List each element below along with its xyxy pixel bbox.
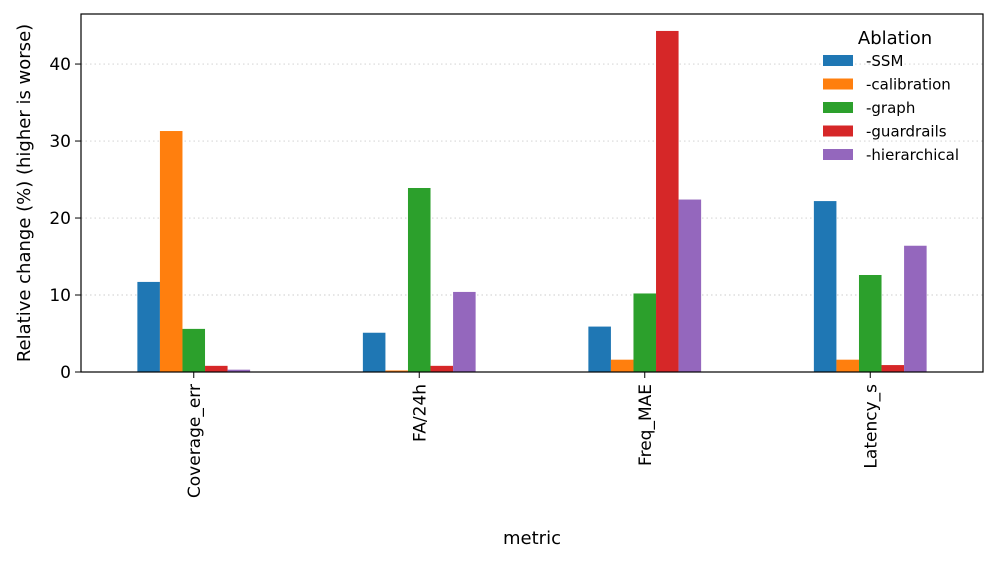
y-axis-label: Relative change (%) (higher is worse) — [14, 24, 35, 362]
bar-hierarchical-1 — [453, 291, 476, 372]
bar-SSM-0 — [137, 281, 160, 372]
bar-guardrails-1 — [430, 365, 454, 372]
x-tick-label: FA/24h — [410, 384, 430, 442]
x-tick-label: Latency_s — [861, 384, 881, 469]
legend-label: -hierarchical — [866, 146, 959, 164]
plot-frame — [80, 13, 984, 373]
bar-calibration-0 — [159, 131, 183, 372]
bar-graph-3 — [858, 274, 882, 372]
y-tick-label: 10 — [49, 286, 71, 306]
y-tick-label: 20 — [49, 209, 71, 229]
bar-hierarchical-3 — [904, 245, 927, 372]
bar-hierarchical-2 — [678, 199, 702, 372]
legend-label: -SSM — [866, 52, 903, 70]
legend-swatch — [823, 55, 853, 66]
legend-label: -graph — [866, 99, 915, 117]
legend-swatch — [823, 149, 853, 160]
bar-guardrails-3 — [881, 365, 905, 372]
x-tick-label: Freq_MAE — [636, 384, 656, 466]
bar-calibration-2 — [610, 359, 634, 372]
bar-graph-1 — [407, 187, 431, 372]
y-ticks: 0 10 20 30 40 — [49, 55, 81, 383]
y-tick-label: 0 — [60, 363, 71, 383]
bar-calibration-1 — [385, 370, 408, 372]
legend-swatch — [823, 78, 853, 90]
bars — [137, 30, 927, 373]
bar-guardrails-2 — [656, 30, 679, 373]
y-tick-label: 30 — [49, 132, 71, 152]
legend-title: Ablation — [858, 28, 932, 49]
legend: Ablation -SSM -calibration -graph -guardrai… — [823, 28, 959, 164]
legend-swatch — [823, 102, 853, 113]
legend-label: -guardrails — [866, 123, 947, 141]
bar-SSM-2 — [588, 326, 611, 372]
bar-hierarchical-0 — [227, 369, 251, 372]
x-tick-label: Coverage_err — [185, 384, 205, 498]
grid-lines — [81, 63, 983, 296]
legend-swatch — [823, 125, 853, 137]
bar-calibration-3 — [836, 359, 859, 372]
bar-guardrails-0 — [205, 365, 228, 372]
bar-graph-0 — [182, 328, 206, 372]
bar-SSM-3 — [813, 201, 837, 372]
x-axis-label: metric — [503, 528, 561, 549]
x-ticks: Coverage_err FA/24h Freq_MAE Latency_s — [185, 372, 881, 498]
bar-graph-2 — [633, 293, 657, 372]
bar-SSM-1 — [362, 332, 386, 372]
legend-label: -calibration — [866, 76, 951, 94]
y-tick-label: 40 — [49, 55, 71, 75]
